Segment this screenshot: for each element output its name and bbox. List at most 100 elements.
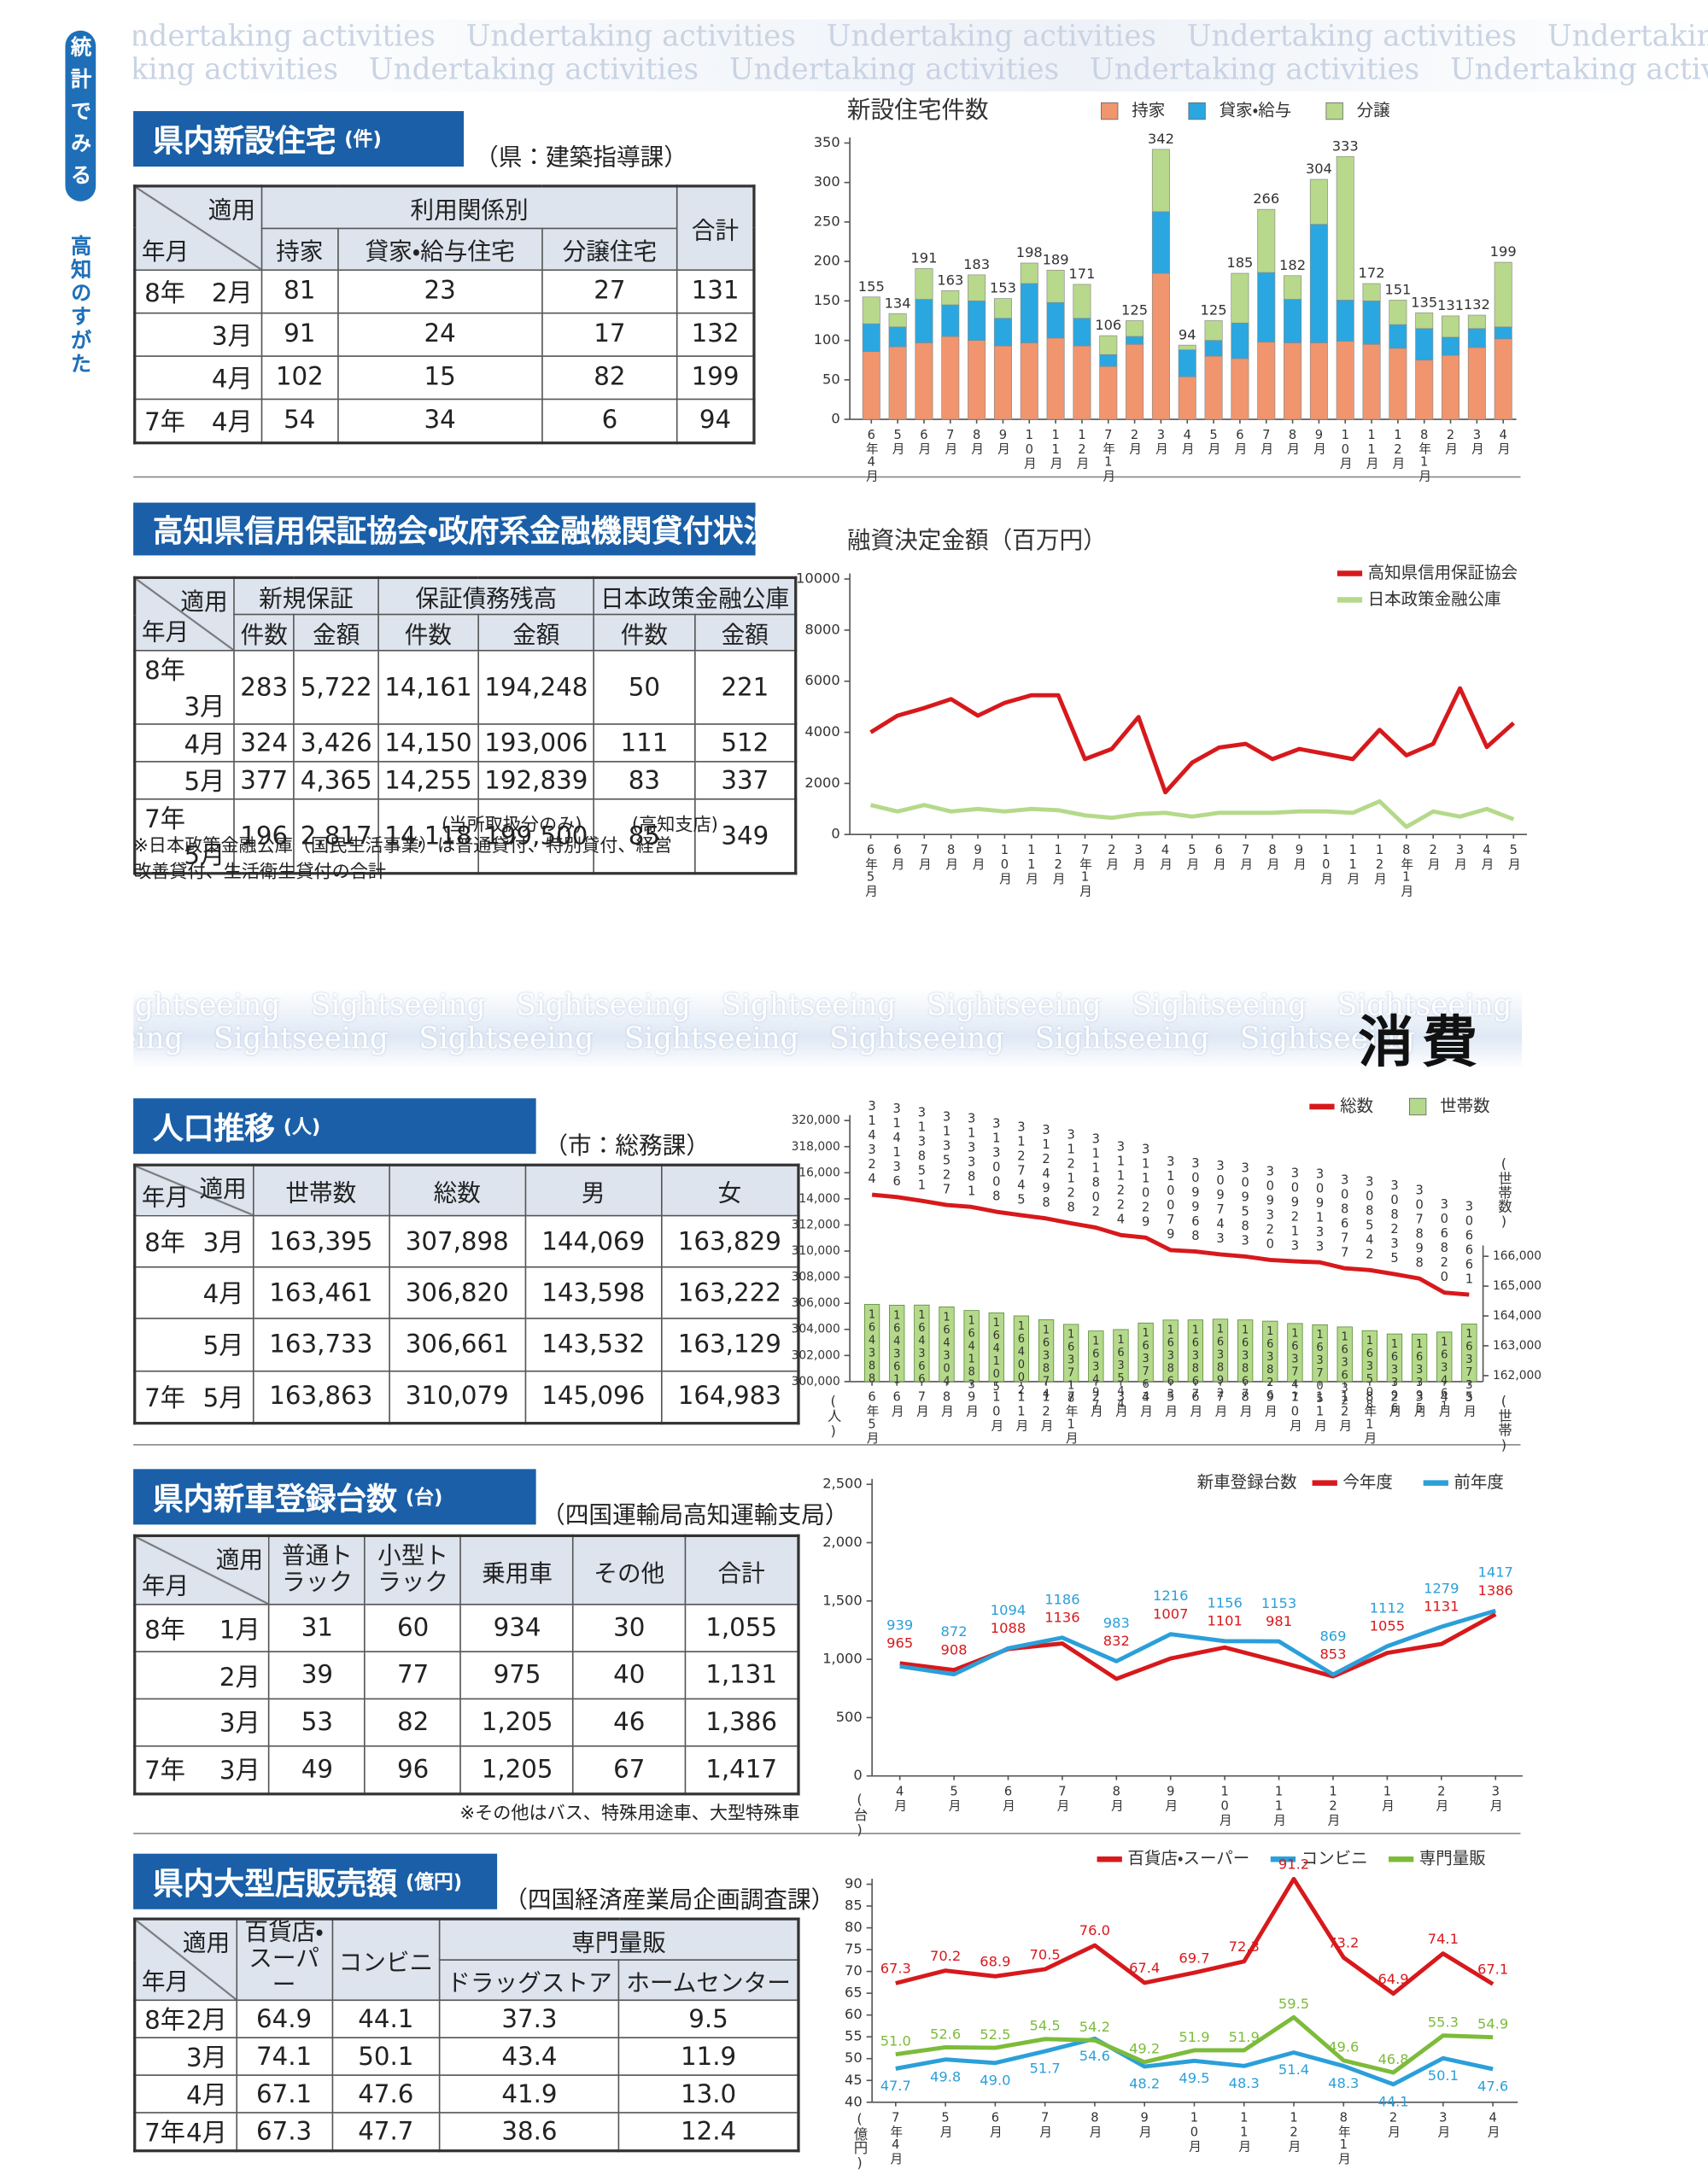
bar-segment bbox=[1099, 335, 1118, 355]
bar bbox=[1237, 1319, 1254, 1383]
x-tick-label: 10月 bbox=[1338, 428, 1353, 471]
x-tick-label: 4月 bbox=[1496, 428, 1511, 456]
row-month: 5月 bbox=[202, 1383, 244, 1413]
data-label: 853 bbox=[1319, 1646, 1346, 1663]
cell: 85 bbox=[593, 798, 696, 874]
tick-label: 40 bbox=[845, 2093, 863, 2109]
bar-segment bbox=[1389, 348, 1407, 420]
data-label: 308235 bbox=[1387, 1178, 1401, 1266]
tick-label: 6000 bbox=[804, 672, 839, 688]
tick-label: 163,000 bbox=[1493, 1339, 1541, 1353]
side-label-part: 統計でみる bbox=[65, 30, 97, 202]
data-label: 308677 bbox=[1337, 1173, 1352, 1260]
bar-segment bbox=[1178, 349, 1196, 377]
cell: 47.6 bbox=[330, 2074, 441, 2114]
section-title: 県内大型店販売額 (億円) bbox=[133, 1853, 498, 1909]
data-label: 832 bbox=[1103, 1633, 1130, 1649]
data-label: 1186 bbox=[1044, 1591, 1079, 1607]
data-label: 125 bbox=[1201, 302, 1227, 319]
cell: 163,863 bbox=[252, 1370, 390, 1424]
data-row: 8年 2月 64.9 44.1 37.3 9.5 bbox=[133, 1999, 799, 2038]
cell: 50 bbox=[593, 649, 696, 725]
tick-label: 8000 bbox=[804, 621, 839, 637]
bar bbox=[1287, 1323, 1303, 1383]
bar-segment bbox=[1231, 358, 1249, 420]
banner-text: Sightseeing bbox=[1034, 1021, 1210, 1055]
bar-segment bbox=[968, 301, 986, 341]
corner-label: 年月 bbox=[141, 238, 190, 266]
row-month: 3月 bbox=[211, 321, 253, 352]
header-row: 適用 年月 新規保証 保証債務残高 日本政策金融公庫 bbox=[133, 576, 798, 652]
tick-label: 302,000 bbox=[792, 1348, 840, 1362]
header-row: 件数 金額 件数 金額 件数 金額 bbox=[135, 613, 798, 652]
tick-label: 70 bbox=[845, 1962, 863, 1979]
bar-segment bbox=[1467, 347, 1486, 420]
row-month: 4月 bbox=[186, 2119, 227, 2149]
banner: SightseeingSightseeingSightseeingSightse… bbox=[133, 988, 1523, 1070]
bar-segment bbox=[1046, 301, 1065, 339]
cell: 74.1 bbox=[235, 2037, 333, 2076]
data-label: 171 bbox=[1068, 266, 1095, 282]
data-row: 5月 377 4,365 14,255 192,839 83 337 bbox=[133, 761, 798, 800]
x-tick-label: 5月 bbox=[1506, 843, 1521, 871]
bar-segment bbox=[1415, 328, 1434, 361]
column-header: 件数 bbox=[233, 613, 295, 652]
cell: 11.9 bbox=[618, 2037, 799, 2076]
row-label: 4月 bbox=[133, 2074, 237, 2114]
column-header: その他 bbox=[572, 1535, 686, 1605]
column-header: 総数 bbox=[388, 1164, 526, 1217]
banner-row: Undertaking activities Undertaking activi… bbox=[133, 20, 1708, 53]
data-label: 309133 bbox=[1313, 1167, 1327, 1254]
bar-segment bbox=[1415, 312, 1434, 330]
data-label: 1136 bbox=[1044, 1609, 1079, 1625]
line-series bbox=[895, 2036, 1494, 2087]
corner-cell: 適用 年月 bbox=[133, 185, 263, 271]
cell: 199,500 bbox=[477, 798, 595, 874]
bar-segment bbox=[1151, 211, 1170, 274]
x-tick-label: 9月 bbox=[1312, 428, 1326, 456]
x-tick-label: 9月 bbox=[1263, 1390, 1278, 1418]
bar-segment bbox=[862, 351, 880, 420]
data-label: 304 bbox=[1306, 161, 1332, 177]
tick-label: 2,000 bbox=[822, 1534, 863, 1550]
corner-label: 年月 bbox=[141, 1968, 190, 1997]
x-tick-label: 5月 bbox=[947, 1784, 962, 1812]
x-tick-label: 11月 bbox=[1014, 1390, 1028, 1433]
bar bbox=[1411, 1333, 1428, 1383]
data-label: 342 bbox=[1148, 131, 1174, 147]
cell: 37.3 bbox=[439, 1999, 620, 2038]
cell: 14,118 bbox=[377, 798, 479, 874]
bar-segment bbox=[1389, 324, 1407, 349]
bar-segment bbox=[1020, 262, 1038, 284]
data-label: 306661 bbox=[1462, 1199, 1477, 1286]
banner: Undertaking activities Undertaking activi… bbox=[133, 19, 1708, 92]
bar-segment bbox=[862, 296, 880, 324]
x-tick-label: 2月 bbox=[1387, 1390, 1401, 1418]
header-row: 適用 年月 普通トラック 小型トラック 乗用車 その他 合計 bbox=[133, 1535, 799, 1605]
row-month: 2月 bbox=[211, 278, 253, 308]
cell: 163,829 bbox=[660, 1214, 799, 1268]
cell: 377 bbox=[233, 761, 295, 800]
data-table: 適用 年月 新規保証 保証債務残高 日本政策金融公庫 件数 金額 件数 金額 件数 金額 8年 3月 28… bbox=[133, 576, 798, 875]
bar bbox=[1212, 1318, 1229, 1383]
corner-label: 年月 bbox=[141, 1573, 190, 1602]
data-label: 163863 bbox=[1164, 1324, 1177, 1401]
cell: 60 bbox=[364, 1604, 462, 1653]
data-label: 163718 bbox=[1065, 1329, 1078, 1406]
legend-label: コンビニ bbox=[1301, 1849, 1368, 1868]
x-tick-label: 9月 bbox=[1292, 843, 1307, 871]
row-label: 8年 3月 bbox=[133, 1214, 254, 1268]
bar bbox=[863, 1304, 880, 1383]
tick-label: 45 bbox=[845, 2072, 863, 2088]
data-label: 308542 bbox=[1362, 1175, 1377, 1262]
row-label: 5月 bbox=[133, 761, 235, 800]
corner-label: 年月 bbox=[141, 1184, 190, 1213]
tick-label: 166,000 bbox=[1493, 1249, 1541, 1263]
column-header: コンビニ bbox=[330, 1918, 441, 2002]
bar-segment bbox=[1442, 315, 1460, 338]
legend-label: 持家 bbox=[1132, 101, 1165, 120]
banner-text: Sightseeing bbox=[1337, 988, 1512, 1022]
x-tick-label: 4月 bbox=[1180, 428, 1195, 456]
data-table: 適用 年月 利用関係別 合計 持家 貸家・給与住宅 分譲住宅 8年 2月 81 23 27 131 3月 9… bbox=[133, 184, 756, 445]
